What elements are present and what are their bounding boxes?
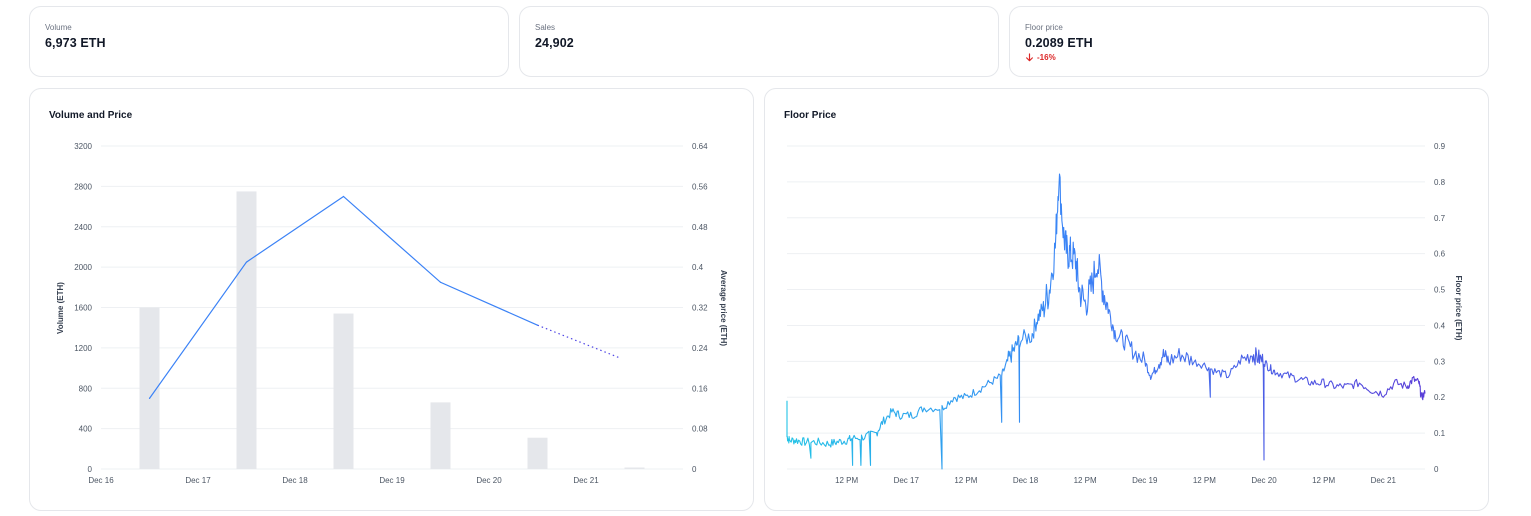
stat-card-volume: Volume 6,973 ETH [29,6,509,77]
x-tick-label: Dec 20 [1251,476,1277,485]
x-tick-label: Dec 19 [379,476,405,485]
floor-price-line [786,173,1426,470]
y-tick-label: 0.3 [1434,357,1446,366]
y-axis-label: Volume (ETH) [56,282,65,334]
x-tick-label: Dec 17 [185,476,211,485]
y-tick-label: 400 [79,425,93,434]
y-tick-label: 0.4 [1434,321,1446,330]
bar [333,313,354,469]
y-right-tick-label: 0.08 [692,425,708,434]
y-axis-label: Floor price (ETH) [1454,276,1463,341]
price-point [148,397,151,399]
y-tick-label: 2000 [74,263,92,272]
x-tick-label: 12 PM [954,476,977,485]
y-tick-label: 0.5 [1434,286,1446,295]
x-tick-label: Dec 18 [1013,476,1039,485]
y-tick-label: 2400 [74,223,92,232]
stat-card-sales: Sales 24,902 [519,6,999,77]
x-tick-label: Dec 21 [1371,476,1397,485]
stat-value: 0.2089 ETH [1025,36,1093,50]
y-right-tick-label: 0.48 [692,223,708,232]
y-tick-label: 1600 [74,304,92,313]
stat-label: Volume [45,23,72,32]
y-tick-label: 2800 [74,182,92,191]
stat-label: Sales [535,23,556,32]
price-projection-line [537,324,621,359]
bar [624,467,645,469]
bar [527,437,548,469]
y-tick-label: 0 [1434,465,1439,474]
chart-title: Volume and Price [49,110,133,121]
y-tick-label: 0.8 [1434,178,1446,187]
price-point [536,324,539,326]
bar [236,191,257,469]
y-right-tick-label: 0.32 [692,304,708,313]
y-tick-label: 0.2 [1434,393,1446,402]
y-right-tick-label: 0.24 [692,344,708,353]
y-right-tick-label: 0.4 [692,263,704,272]
y-right-tick-label: 0.56 [692,182,708,191]
stat-change: -16% [1025,53,1056,62]
bar [430,402,451,469]
x-tick-label: 12 PM [835,476,858,485]
y-tick-label: 3200 [74,142,92,151]
x-tick-label: 12 PM [1193,476,1216,485]
y-tick-label: 800 [79,384,93,393]
x-tick-label: Dec 21 [573,476,599,485]
price-point [342,195,345,198]
price-point [439,281,442,283]
arrow-down-icon [1026,53,1033,62]
stat-value: 24,902 [535,36,574,50]
y-tick-label: 0.7 [1434,214,1446,223]
x-tick-label: 12 PM [1074,476,1097,485]
y-right-tick-label: 0 [692,465,697,474]
x-tick-label: Dec 20 [476,476,502,485]
y-right-axis-label: Average price (ETH) [719,270,728,347]
stat-value: 6,973 ETH [45,36,106,50]
floor-price-card: Floor Price [764,88,1489,511]
y-right-tick-label: 0.16 [692,384,708,393]
x-tick-label: Dec 17 [894,476,920,485]
y-tick-label: 0.9 [1434,142,1446,151]
volume-price-card: Volume and Price [29,88,754,511]
price-point [245,261,248,263]
x-tick-label: Dec 18 [282,476,308,485]
stat-label: Floor price [1025,23,1063,32]
y-tick-label: 0 [88,465,93,474]
y-tick-label: 0.6 [1434,250,1446,259]
stat-card-floor-price: Floor price 0.2089 ETH -16% [1009,6,1489,77]
y-right-tick-label: 0.64 [692,142,708,151]
y-tick-label: 0.1 [1434,429,1446,438]
stat-change-value: -16% [1037,53,1056,62]
x-tick-label: 12 PM [1312,476,1335,485]
bar [139,307,160,469]
x-tick-label: Dec 19 [1132,476,1158,485]
x-tick-label: Dec 16 [88,476,114,485]
y-tick-label: 1200 [74,344,92,353]
chart-title: Floor Price [784,110,837,121]
